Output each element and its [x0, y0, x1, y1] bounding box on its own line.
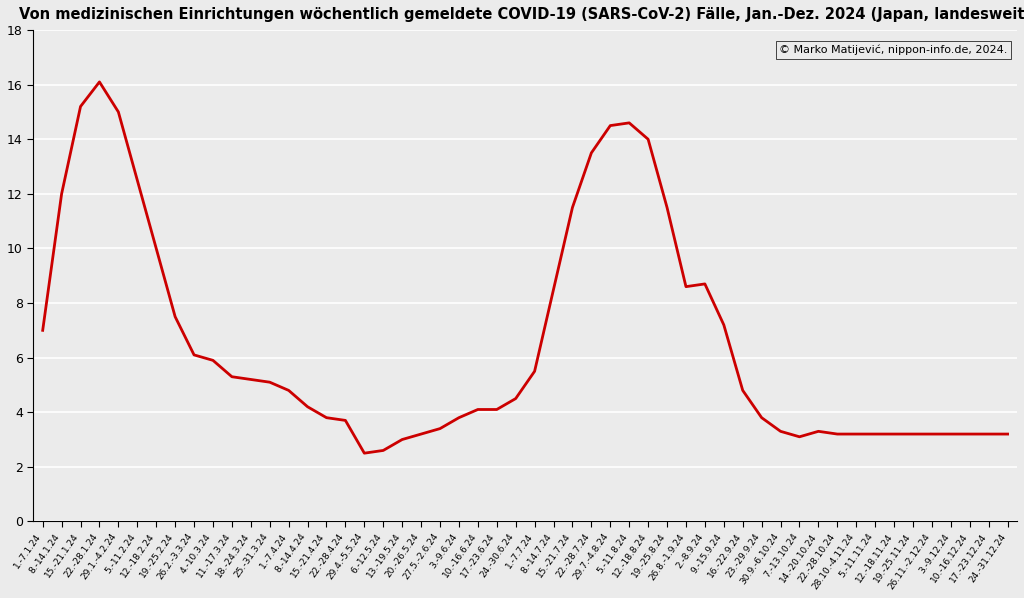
Text: © Marko Matijević, nippon-info.de, 2024.: © Marko Matijević, nippon-info.de, 2024. [779, 45, 1008, 55]
Title: Von medizinischen Einrichtungen wöchentlich gemeldete COVID-19 (SARS-CoV-2) Fäll: Von medizinischen Einrichtungen wöchentl… [19, 7, 1024, 22]
